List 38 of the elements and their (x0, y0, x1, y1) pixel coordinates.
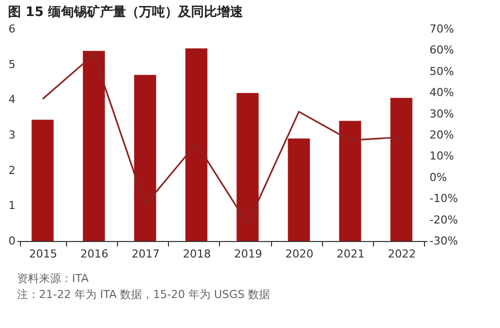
y2-tick-label: -20% (430, 213, 458, 226)
y2-tick-label: 10% (430, 150, 454, 163)
x-tick-label: 2017 (132, 248, 160, 260)
bar (339, 120, 362, 241)
y2-tick-label: 40% (430, 86, 454, 100)
chart-title: 图 15 缅甸锡矿产量（万吨）及同比增速 (8, 4, 244, 20)
bar (134, 74, 156, 241)
x-tick-label: 2019 (234, 248, 262, 260)
bar (82, 50, 105, 241)
y2-tick-label: 20% (430, 128, 454, 142)
y2-tick-label: 60% (430, 44, 454, 57)
y2-tick-label: 30% (430, 107, 454, 120)
text: 资料来源：ITA (17, 272, 90, 285)
y-tick-label: 2 (8, 164, 16, 177)
y-tick-label: 6 (8, 22, 16, 36)
bar (390, 98, 412, 241)
x-tick-label: 2020 (285, 248, 314, 260)
y2-tick-label: -30% (430, 234, 458, 248)
bar (236, 92, 259, 241)
y2-tick-label: 50% (430, 64, 454, 78)
bar (288, 138, 310, 241)
y-tick-label: 5 (8, 58, 16, 71)
bar (185, 48, 208, 241)
x-tick-label: 2016 (80, 248, 108, 260)
x-tick-label: 2015 (29, 248, 58, 260)
y2-tick-label: 0% (430, 170, 447, 184)
x-tick-label: 2021 (336, 248, 365, 260)
y-tick-label: 1 (8, 199, 16, 212)
line-series (42, 54, 402, 225)
y2-tick-label: 70% (430, 22, 454, 36)
x-tick-label: 2022 (388, 248, 416, 260)
y-tick-label: 4 (8, 93, 16, 106)
bar (32, 120, 54, 241)
y-tick-label: 3 (8, 128, 16, 142)
x-tick-label: 2018 (182, 248, 211, 260)
text: 注：21-22 年为 ITA 数据，15-20 年为 USGS 数据 (17, 288, 270, 301)
y-tick-label: 0 (8, 234, 16, 248)
y2-tick-label: -10% (430, 192, 458, 206)
